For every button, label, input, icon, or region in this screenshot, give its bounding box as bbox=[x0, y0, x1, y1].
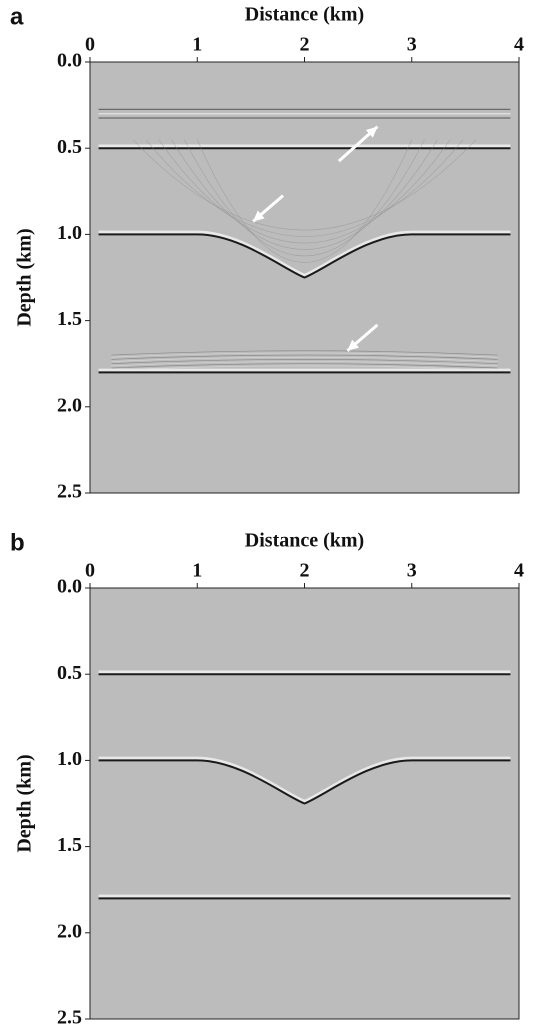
artifact-arc bbox=[145, 139, 464, 237]
panel-label: b bbox=[10, 529, 25, 556]
artifact-arc bbox=[196, 139, 413, 263]
reflector bbox=[98, 759, 511, 805]
artifact-arc bbox=[171, 139, 438, 250]
arrow-head bbox=[253, 210, 265, 222]
x-tick-label: 4 bbox=[514, 34, 524, 56]
x-axis-title: Distance (km) bbox=[245, 4, 364, 26]
y-axis-title: Depth (km) bbox=[14, 228, 36, 326]
x-tick-label: 3 bbox=[407, 560, 417, 582]
panel-label: a bbox=[10, 3, 24, 30]
y-tick-label: 2.5 bbox=[57, 1007, 82, 1029]
artifact-arc bbox=[132, 139, 477, 231]
y-tick-label: 2.0 bbox=[57, 394, 82, 416]
reflector-shadow bbox=[98, 756, 511, 804]
arrow-head bbox=[365, 126, 378, 138]
y-tick-label: 0.5 bbox=[57, 136, 82, 158]
arrow-head bbox=[347, 339, 359, 351]
x-tick-label: 1 bbox=[192, 34, 202, 56]
x-tick-label: 1 bbox=[192, 560, 202, 582]
x-tick-label: 0 bbox=[85, 34, 95, 56]
reflector bbox=[98, 233, 511, 279]
y-tick-label: 1.0 bbox=[57, 222, 82, 244]
y-tick-label: 1.5 bbox=[57, 308, 82, 330]
noise-line bbox=[111, 352, 498, 358]
noise-line bbox=[111, 354, 498, 360]
y-tick-label: 0.0 bbox=[57, 576, 82, 598]
x-tick-label: 0 bbox=[85, 560, 95, 582]
noise-line bbox=[111, 365, 498, 371]
noise-line bbox=[111, 363, 498, 369]
x-tick-label: 2 bbox=[300, 560, 310, 582]
x-tick-label: 3 bbox=[407, 34, 417, 56]
reflector-shadow bbox=[98, 230, 511, 278]
x-tick-label: 2 bbox=[300, 34, 310, 56]
y-tick-label: 1.5 bbox=[57, 834, 82, 856]
noise-line bbox=[111, 359, 498, 365]
x-axis-title: Distance (km) bbox=[245, 530, 364, 552]
y-tick-label: 0.0 bbox=[57, 50, 82, 72]
y-axis-title: Depth (km) bbox=[14, 754, 36, 852]
noise-line bbox=[111, 361, 498, 367]
y-tick-label: 2.0 bbox=[57, 920, 82, 942]
y-tick-label: 1.0 bbox=[57, 748, 82, 770]
noise-line bbox=[111, 356, 498, 362]
y-tick-label: 0.5 bbox=[57, 662, 82, 684]
noise-line bbox=[111, 350, 498, 356]
y-tick-label: 2.5 bbox=[57, 481, 82, 503]
artifact-arc bbox=[184, 139, 425, 256]
artifact-arc bbox=[158, 139, 451, 244]
x-tick-label: 4 bbox=[514, 560, 524, 582]
